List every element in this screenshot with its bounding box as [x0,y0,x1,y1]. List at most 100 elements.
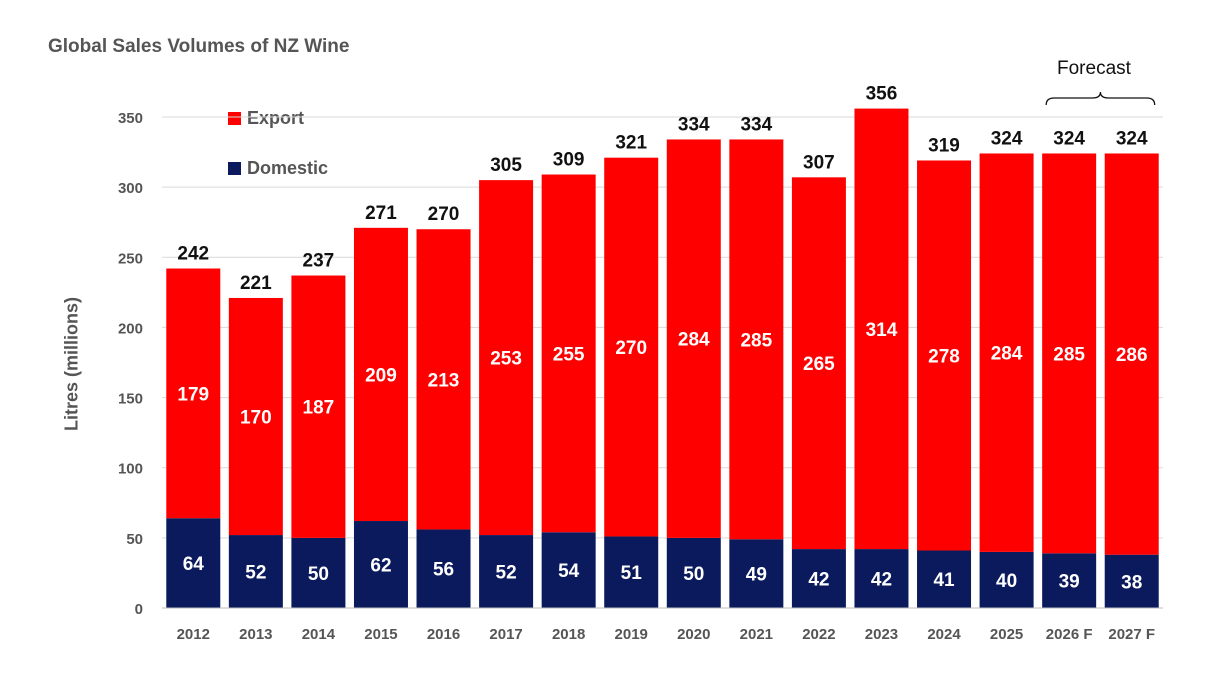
y-tick-label: 150 [118,391,143,408]
data-label-export: 284 [678,330,710,351]
data-label-total: 321 [615,133,647,154]
bar-domestic [166,518,221,608]
bar-domestic [353,521,408,608]
bar-domestic [479,535,534,608]
bar-export [917,160,972,551]
bar-export [791,177,846,550]
y-tick-label: 100 [118,461,143,478]
bar-export [353,227,408,522]
bar-domestic [604,536,659,608]
bar-domestic [979,551,1034,608]
bar-domestic [416,529,471,608]
bar-export [228,297,283,536]
bar-domestic [291,537,346,608]
data-label-total: 221 [240,273,272,294]
data-label-export: 179 [177,384,209,405]
bar-domestic [1042,553,1097,608]
bar-export [604,157,659,537]
x-tick-label: 2022 [802,626,835,643]
x-tick-label: 2012 [177,626,210,643]
bar-domestic [541,532,596,608]
data-label-total: 307 [803,152,835,173]
data-label-domestic: 52 [496,563,517,584]
data-label-domestic: 42 [871,570,892,591]
bar-export [979,153,1034,552]
data-label-export: 284 [991,344,1023,365]
x-tick-label: 2017 [489,626,522,643]
forecast-brace [1045,91,1156,106]
data-label-export: 314 [866,320,898,341]
data-label-domestic: 40 [996,571,1017,592]
bar-export [479,180,534,536]
bar-domestic [1104,554,1159,608]
x-tick-label: 2027 F [1108,626,1155,643]
y-tick-label: 200 [118,320,143,337]
data-label-export: 286 [1116,345,1148,366]
x-tick-label: 2013 [239,626,272,643]
data-label-domestic: 41 [933,570,955,591]
x-tick-label: 2018 [552,626,585,643]
data-label-domestic: 56 [433,560,454,581]
x-tick-label: 2016 [427,626,460,643]
data-label-total: 324 [991,128,1023,149]
x-tick-label: 2014 [302,626,336,643]
data-label-export: 170 [240,408,272,429]
x-tick-label: 2020 [677,626,710,643]
y-tick-label: 50 [126,531,143,548]
legend-item-export: Export [228,108,304,129]
bar-domestic [791,549,846,608]
data-label-export: 265 [803,354,835,375]
bar-export [1104,153,1159,555]
data-label-domestic: 50 [308,564,329,585]
data-label-export: 278 [928,346,960,367]
data-label-total: 242 [177,244,209,265]
data-label-total: 319 [928,135,960,156]
data-label-export: 285 [740,330,772,351]
data-label-domestic: 50 [683,564,704,585]
data-label-domestic: 51 [621,563,643,584]
x-tick-label: 2024 [927,626,961,643]
data-label-domestic: 38 [1121,572,1142,593]
data-label-export: 209 [365,365,397,386]
data-label-total: 334 [740,114,772,135]
data-label-total: 271 [365,203,397,224]
data-label-domestic: 39 [1059,572,1080,593]
x-tick-label: 2025 [990,626,1023,643]
x-tick-label: 2023 [865,626,898,643]
data-label-export: 187 [303,398,335,419]
data-label-export: 270 [615,338,647,359]
bar-export [1042,153,1097,554]
forecast-annotation: Forecast [1057,58,1131,79]
y-tick-label: 350 [118,110,143,127]
bar-domestic [917,550,972,608]
x-tick-label: 2019 [615,626,648,643]
legend-swatch-export [228,112,241,125]
data-label-domestic: 62 [370,556,391,577]
y-tick-label: 0 [135,601,143,618]
bar-export [854,108,909,550]
legend-item-domestic: Domestic [228,158,328,179]
data-label-domestic: 42 [808,570,829,591]
data-label-total: 270 [428,204,460,225]
bar-export [729,139,784,540]
data-label-domestic: 54 [558,561,580,582]
x-tick-label: 2015 [364,626,397,643]
data-label-export: 255 [553,344,585,365]
legend-swatch-domestic [228,162,241,175]
legend-label-domestic: Domestic [247,158,329,178]
x-tick-label: 2021 [740,626,773,643]
data-label-export: 253 [490,349,522,370]
legend-label-export: Export [247,108,305,128]
bar-domestic [729,539,784,608]
data-label-domestic: 49 [746,565,767,586]
data-label-export: 285 [1053,344,1085,365]
bar-domestic [854,549,909,608]
data-label-domestic: 64 [183,554,205,575]
data-label-total: 309 [553,150,585,171]
y-tick-label: 300 [118,180,143,197]
data-label-export: 213 [428,370,460,391]
x-tick-label: 2026 F [1046,626,1093,643]
data-label-total: 334 [678,114,710,135]
bar-export [666,139,721,538]
